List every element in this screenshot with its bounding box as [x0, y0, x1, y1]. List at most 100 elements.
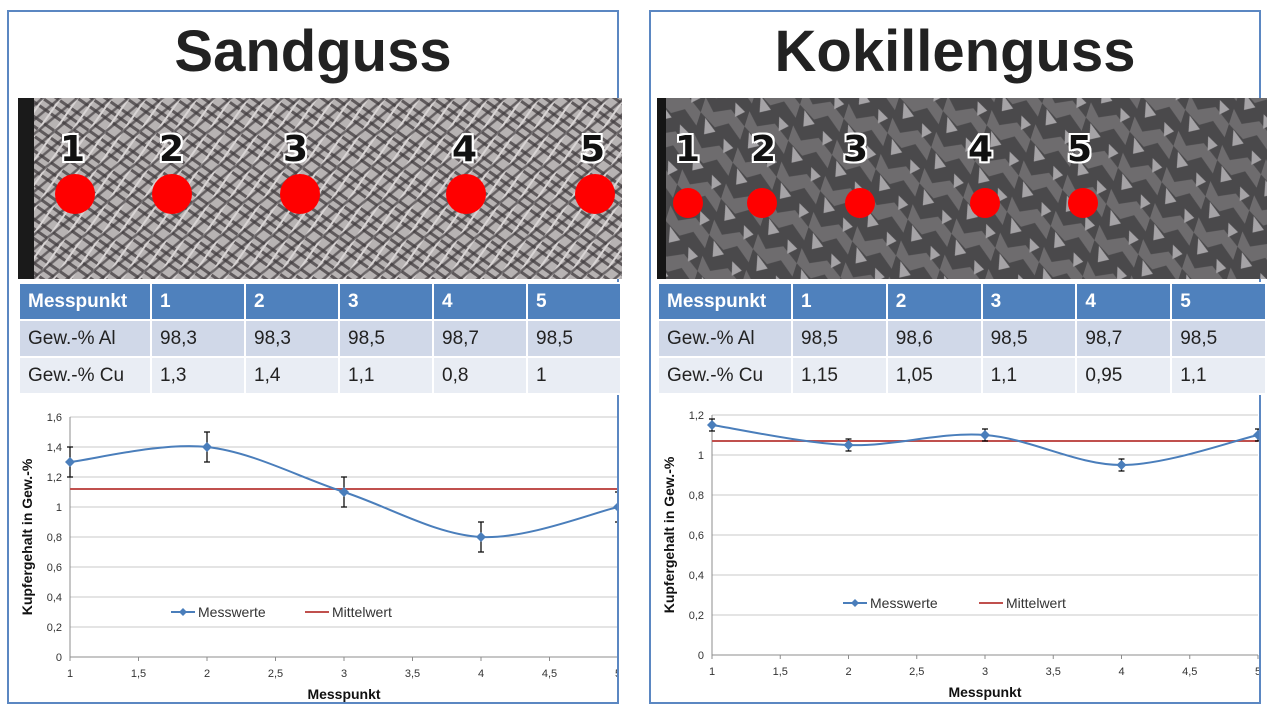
x-tick-label: 3	[982, 666, 988, 678]
y-axis-label: Kupfergehalt in Gew.-%	[661, 456, 677, 613]
x-tick-label: 2,5	[909, 666, 924, 678]
table-row: Gew.-% Al 98,5 98,6 98,5 98,7 98,5	[657, 319, 1267, 358]
table-cell: 1,15	[791, 356, 888, 395]
table-header-row: Messpunkt 1 2 3 4 5	[18, 282, 622, 321]
measure-point-dot	[575, 174, 615, 214]
x-tick-label: 4,5	[542, 668, 557, 680]
measure-point-label: 5	[580, 129, 606, 170]
measure-point-dot	[970, 188, 1000, 218]
legend-label-mittelwert: Mittelwert	[1006, 595, 1066, 611]
measure-point-dot	[673, 188, 703, 218]
data-point-marker	[339, 487, 349, 497]
table-cell: Gew.-% Al	[18, 319, 152, 358]
y-tick-label: 0,2	[47, 622, 62, 634]
x-axis-label: Messpunkt	[948, 684, 1021, 700]
table-row: Gew.-% Al 98,3 98,3 98,5 98,7 98,5	[18, 319, 622, 358]
x-tick-label: 4,5	[1182, 666, 1197, 678]
table-header-cell: Messpunkt	[657, 282, 793, 321]
measure-point-label: 3	[843, 129, 869, 170]
table-cell: 1,3	[150, 356, 246, 395]
measure-point-label: 4	[968, 129, 994, 170]
table-header-cell: 3	[980, 282, 1078, 321]
table-header-cell: 5	[1170, 282, 1267, 321]
table-cell: 1,1	[338, 356, 434, 395]
data-point-marker	[202, 442, 212, 452]
data-point-marker	[65, 457, 75, 467]
panel-title: Sandguss	[174, 19, 452, 84]
table-header-cell: 4	[1075, 282, 1173, 321]
y-tick-label: 0,6	[47, 562, 62, 574]
measure-point-label: 3	[283, 129, 309, 170]
x-tick-label: 3	[341, 668, 347, 680]
table-header-cell: 2	[244, 282, 340, 321]
measure-point-dot	[446, 174, 486, 214]
y-tick-label: 0	[56, 652, 62, 664]
x-tick-label: 2	[204, 668, 210, 680]
y-tick-label: 1,6	[47, 412, 62, 424]
y-tick-label: 0,4	[689, 570, 704, 582]
panel-kokillenguss: Kokillenguss 1 2 3 4 5 Messpunkt 1	[649, 10, 1267, 704]
y-tick-label: 0	[698, 650, 704, 662]
measure-point-dot	[152, 174, 192, 214]
legend-marker-messwerte	[179, 608, 187, 616]
measure-point-dot	[747, 188, 777, 218]
x-tick-label: 1	[709, 666, 715, 678]
y-tick-label: 1,2	[689, 410, 704, 422]
table-cell: 98,6	[885, 319, 983, 358]
table-header-cell: 4	[432, 282, 528, 321]
micrograph-texture	[18, 98, 622, 279]
x-tick-label: 3,5	[405, 668, 420, 680]
x-tick-label: 3,5	[1046, 666, 1061, 678]
measure-point-label: 5	[1067, 129, 1093, 170]
data-point-marker	[476, 532, 486, 542]
table-cell: 98,3	[244, 319, 340, 358]
legend-label-mittelwert: Mittelwert	[332, 604, 392, 620]
table-header-cell: 1	[150, 282, 246, 321]
measure-point-label: 2	[751, 129, 777, 170]
micrograph-texture	[657, 98, 1267, 279]
table-cell: 98,5	[791, 319, 888, 358]
y-tick-label: 0,2	[689, 610, 704, 622]
measure-point-label: 1	[60, 129, 86, 170]
data-point-marker	[1116, 460, 1127, 470]
data-point-marker	[843, 440, 854, 450]
data-point-marker	[980, 430, 990, 440]
table-cell: 98,5	[1170, 319, 1267, 358]
y-tick-label: 0,6	[689, 530, 704, 542]
panel-sandguss: Sandguss 1 2 3 4 5	[7, 10, 622, 704]
data-point-marker	[1253, 430, 1259, 440]
chart-sandguss: 0 0,2 0,4 0,6 0,8 1 1,2 1,4 1,6 1 1,5 2 2,5 3 3,5 4 4,5 5…	[19, 412, 617, 702]
measure-point-label: 4	[452, 129, 478, 170]
y-tick-label: 0,8	[689, 490, 704, 502]
table-cell: 98,3	[150, 319, 246, 358]
table-cell: 1,05	[885, 356, 983, 395]
table-cell: 98,7	[432, 319, 528, 358]
table-cell: Gew.-% Al	[657, 319, 793, 358]
panel-title: Kokillenguss	[774, 19, 1136, 84]
table-cell: 98,7	[1075, 319, 1173, 358]
x-tick-label: 2	[845, 666, 851, 678]
y-tick-label: 0,4	[47, 592, 62, 604]
x-tick-label: 5	[1255, 666, 1259, 678]
micrograph-image: 1 2 3 4 5	[18, 98, 622, 279]
table-cell: 98,5	[338, 319, 434, 358]
y-tick-label: 1	[56, 502, 62, 514]
y-tick-label: 1,4	[47, 442, 62, 454]
measure-point-label: 1	[675, 129, 701, 170]
table-cell: Gew.-% Cu	[18, 356, 152, 395]
y-axis-label: Kupfergehalt in Gew.-%	[19, 458, 35, 615]
x-tick-label: 1,5	[131, 668, 146, 680]
micrograph-image: 1 2 3 4 5	[657, 98, 1267, 279]
table-header-cell: 3	[338, 282, 434, 321]
y-tick-label: 1	[698, 450, 704, 462]
table-cell: 98,5	[526, 319, 622, 358]
table-header-row: Messpunkt 1 2 3 4 5	[657, 282, 1267, 321]
x-tick-label: 1	[67, 668, 73, 680]
x-tick-label: 5	[615, 668, 617, 680]
table-cell: 1,1	[1170, 356, 1267, 395]
measure-point-dot	[1068, 188, 1098, 218]
table-cell: 1,4	[244, 356, 340, 395]
table-cell: 1	[526, 356, 622, 395]
table-cell: 0,8	[432, 356, 528, 395]
y-tick-label: 1,2	[47, 472, 62, 484]
